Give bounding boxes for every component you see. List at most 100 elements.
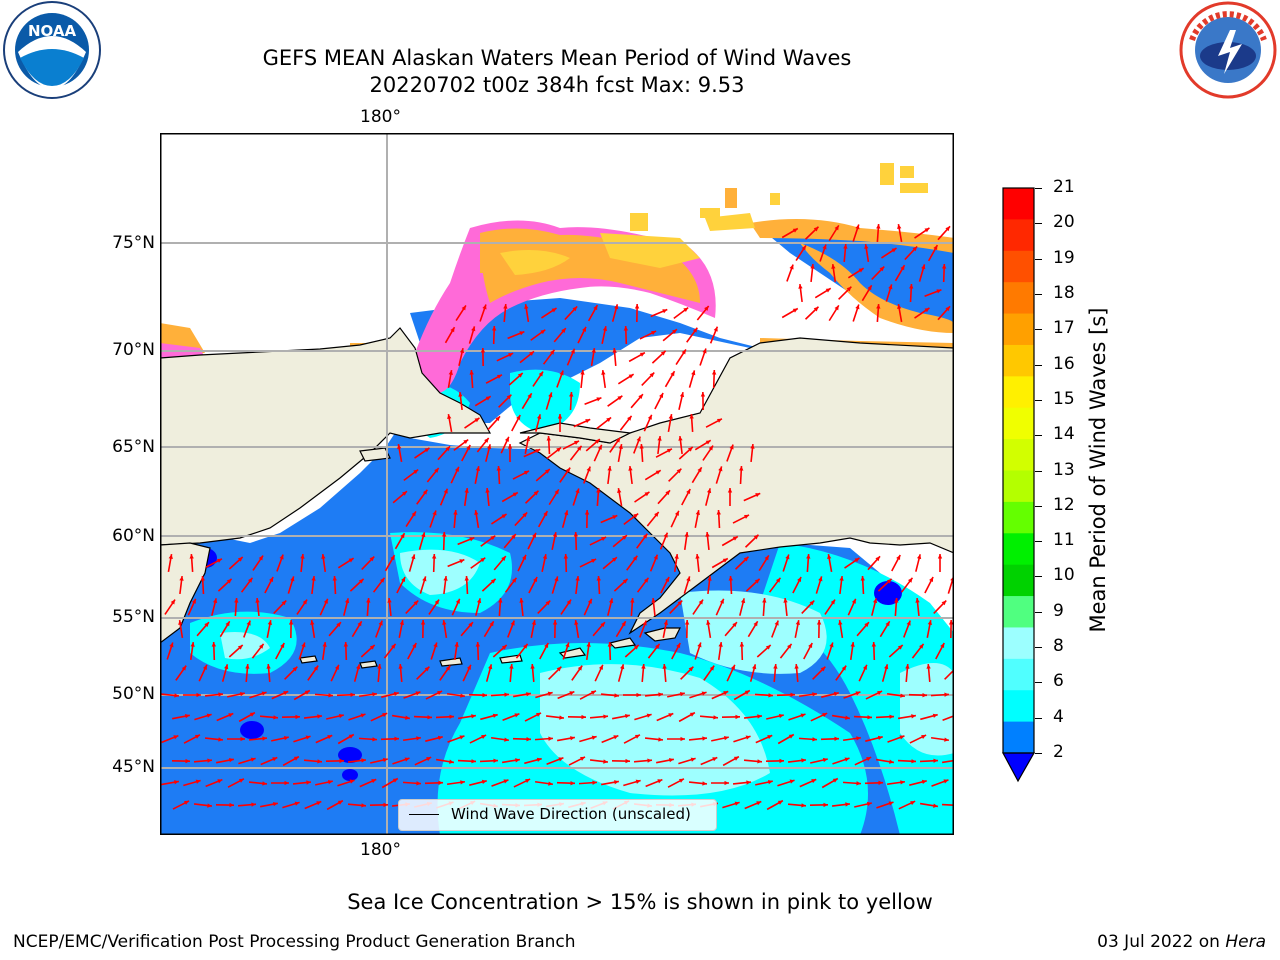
wave-arrow-head bbox=[702, 736, 707, 741]
wave-arrow-head bbox=[911, 759, 916, 764]
colorbar-tick-label: 17 bbox=[1053, 318, 1075, 339]
wave-arrow-head bbox=[283, 735, 289, 741]
wave-arrow-head bbox=[867, 285, 872, 291]
colorbar-band bbox=[1003, 470, 1034, 503]
wave-arrow-head bbox=[750, 444, 755, 449]
wave-arrow bbox=[942, 714, 954, 721]
footer-right: 03 Jul 2022 on Hera bbox=[1097, 932, 1266, 952]
wave-arrow-head bbox=[922, 692, 927, 698]
wave-arrow-head bbox=[596, 488, 601, 493]
wave-arrow-head bbox=[237, 556, 243, 562]
wave-arrow-head bbox=[689, 414, 694, 419]
wave-arrow-head bbox=[839, 576, 844, 581]
wave-arrow-head bbox=[507, 444, 513, 449]
wave-arrow-head bbox=[207, 803, 212, 808]
wave-arrow-head bbox=[854, 557, 860, 563]
wave-arrow-head bbox=[490, 535, 496, 541]
wave-arrow-head bbox=[185, 714, 190, 719]
wave-arrow-head bbox=[466, 664, 471, 670]
wave-arrow-head bbox=[459, 348, 465, 354]
wave-arrow-head bbox=[422, 489, 428, 495]
wave-arrow-head bbox=[785, 554, 790, 560]
wave-arrow-head bbox=[831, 264, 836, 269]
wave-arrow-head bbox=[466, 445, 471, 451]
wave-arrow-head bbox=[262, 781, 267, 786]
light-cyan-patches bbox=[220, 549, 954, 796]
wave-arrow-head bbox=[523, 643, 528, 649]
wave-arrow-head bbox=[216, 558, 222, 563]
wave-arrow-head bbox=[548, 392, 553, 398]
wave-arrow-head bbox=[503, 304, 508, 309]
wave-arrow-head bbox=[348, 558, 354, 563]
wave-arrow-head bbox=[818, 576, 823, 582]
wave-arrow-head bbox=[544, 643, 549, 649]
wave-arrow-head bbox=[416, 781, 421, 786]
wave-arrow-head bbox=[658, 692, 663, 697]
wave-arrow-head bbox=[767, 735, 773, 740]
wave-arrow-head bbox=[596, 576, 601, 581]
wave-arrow-head bbox=[617, 488, 622, 493]
wave-arrow-head bbox=[855, 304, 860, 310]
wave-arrow-head bbox=[474, 417, 480, 423]
wave-arrow-head bbox=[548, 736, 553, 741]
wave-arrow-head bbox=[504, 737, 509, 742]
wave-arrow-head bbox=[445, 665, 451, 671]
wave-arrow-head bbox=[574, 440, 580, 445]
wave-arrow-head bbox=[449, 759, 454, 764]
wave-arrow-head bbox=[290, 576, 295, 582]
wave-arrow-head bbox=[281, 600, 287, 606]
wave-arrow-head bbox=[906, 620, 911, 626]
wave-arrow-head bbox=[688, 666, 694, 672]
wave-arrow-head bbox=[554, 489, 559, 495]
wave-arrow-head bbox=[896, 555, 901, 561]
wave-arrow-head bbox=[427, 715, 432, 720]
wave-arrow-head bbox=[680, 736, 685, 742]
wave-arrow-head bbox=[361, 803, 366, 808]
wave-arrow-head bbox=[491, 326, 497, 331]
wave-arrow-head bbox=[915, 598, 920, 603]
wave-arrow-head bbox=[369, 556, 375, 562]
wave-arrow-head bbox=[454, 642, 459, 647]
wave-arrow-head bbox=[732, 536, 738, 541]
wave-arrow-head bbox=[204, 622, 209, 628]
wave-arrow-head bbox=[378, 620, 383, 626]
wave-arrow-head bbox=[548, 781, 553, 786]
wave-arrow-head bbox=[684, 620, 690, 625]
wave-arrow-head bbox=[674, 554, 679, 559]
wave-arrow-head bbox=[245, 664, 250, 669]
wave-arrow-head bbox=[905, 664, 910, 669]
wave-arrow-head bbox=[823, 802, 828, 808]
wave-arrow-head bbox=[400, 533, 405, 539]
wave-arrow-head bbox=[459, 559, 465, 564]
wave-arrow-head bbox=[304, 690, 310, 695]
wave-arrow-head bbox=[798, 284, 803, 289]
wave-arrow-head bbox=[871, 642, 877, 647]
wave-arrow-head bbox=[530, 664, 535, 669]
chart-subtitle: 20220702 t00z 384h fcst Max: 9.53 bbox=[369, 73, 745, 97]
wave-arrow-head bbox=[572, 306, 578, 312]
wave-arrow-head bbox=[170, 599, 176, 605]
wave-arrow-head bbox=[174, 693, 179, 698]
wave-arrow-head bbox=[323, 598, 328, 604]
wave-arrow-head bbox=[876, 304, 881, 309]
wave-arrow-head bbox=[607, 642, 613, 647]
wave-arrow-head bbox=[332, 576, 337, 581]
wave-arrow-head bbox=[471, 714, 476, 719]
wave-arrow-head bbox=[495, 416, 501, 422]
wave-arrow-head bbox=[739, 642, 745, 647]
colorbar-band bbox=[1003, 250, 1034, 283]
wave-arrow-head bbox=[200, 576, 205, 581]
wave-arrow-head bbox=[322, 642, 327, 647]
colorbar-band bbox=[1003, 407, 1034, 440]
wave-arrow-head bbox=[485, 396, 491, 401]
wave-arrow-head bbox=[674, 510, 679, 516]
wave-arrow-head bbox=[911, 714, 916, 719]
wave-arrow-head bbox=[412, 643, 417, 649]
wave-arrow-head bbox=[765, 644, 771, 650]
wave-arrow-head bbox=[218, 692, 223, 697]
wave-arrow-head bbox=[445, 446, 451, 452]
wave-arrow-head bbox=[366, 598, 371, 603]
wave-arrow-head bbox=[226, 578, 232, 584]
colorbar-extend-triangle bbox=[1002, 752, 1036, 783]
wave-arrow-head bbox=[620, 664, 625, 670]
